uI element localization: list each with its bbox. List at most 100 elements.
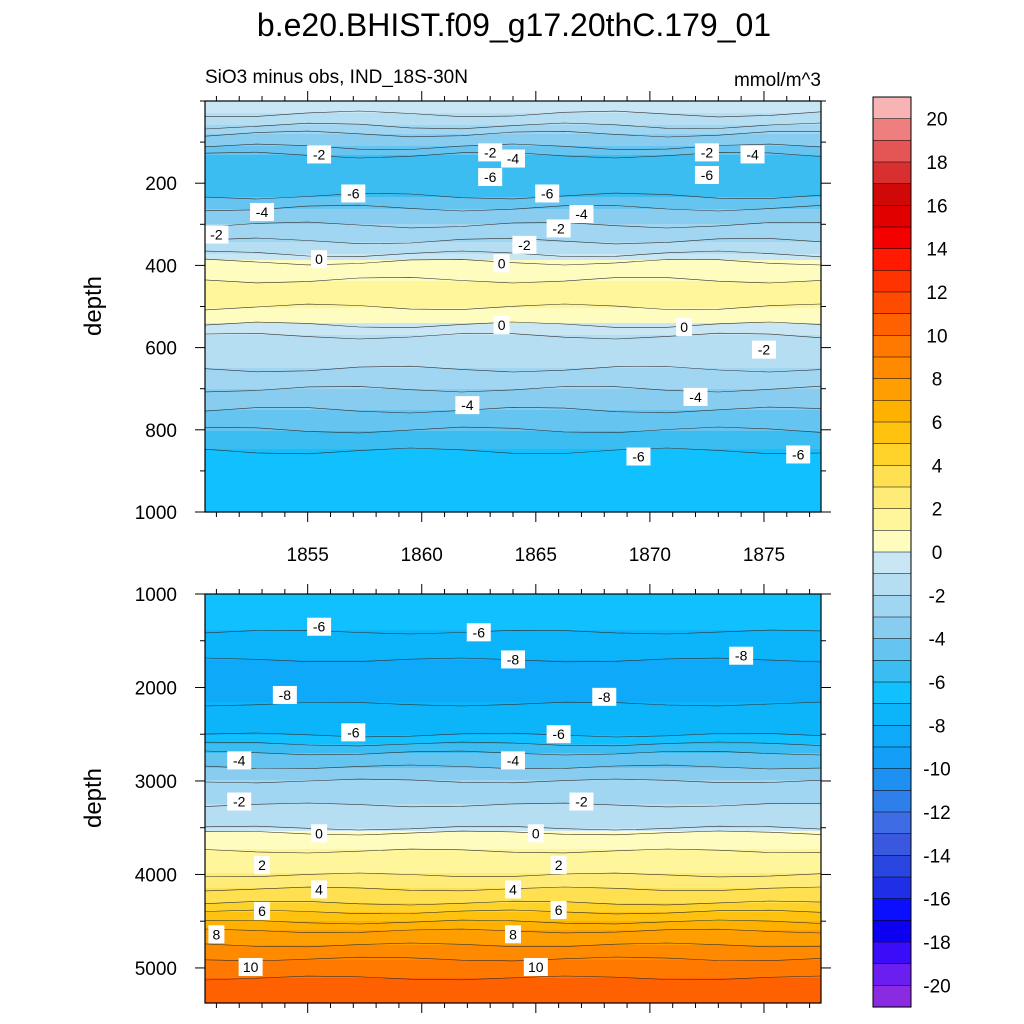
contour-label-bg [493,315,510,334]
contour-label-text: -4 [233,752,246,768]
contour-label-bg [341,723,366,742]
contour-label-bg [227,792,252,811]
colorbar-label: -20 [923,976,950,997]
contour-band [205,329,821,333]
contour-band [205,464,821,468]
y-tick-label: 800 [145,421,177,442]
colorbar-box [872,855,912,878]
contour-band [205,852,821,856]
contour-band [205,206,821,210]
colorbar-box [872,638,912,661]
contour-label-bg [204,225,229,244]
contour-label-text: -2 [313,146,326,162]
contour-band [205,621,821,625]
contour-label: 6 [254,901,271,920]
contour-band [205,173,821,177]
contour-band [205,990,821,994]
contour-label-text: -6 [792,446,805,462]
contour-label-bg [466,623,491,642]
contour-label: 0 [311,250,328,269]
colorbar-box [872,616,912,640]
contour-band [205,335,821,339]
contour-band [205,182,821,186]
contour-label-text: -2 [552,220,565,236]
colorbar-label: -12 [923,803,950,824]
contour-label: 4 [505,880,521,899]
contour-label-bg [527,824,544,843]
contour-label: -6 [694,165,719,184]
contour-band [205,227,821,231]
contour-band [205,771,821,775]
y-tick-label: 1000 [135,585,177,606]
contour-band [205,831,821,835]
contour-band [205,326,821,330]
colorbar-label: 12 [926,283,947,304]
contour-band [205,687,821,691]
contour-line [204,848,822,854]
contour-band [205,296,821,300]
contour-line [204,385,822,393]
colorbar-label: 2 [932,500,943,521]
contour-label: -6 [478,168,503,187]
contour-label-text: 10 [243,959,259,975]
contour-band [205,855,821,859]
contour-band [205,912,821,916]
contour-label-bg [505,880,521,899]
y-axis-title: depth [80,768,107,828]
contour-line [204,825,822,831]
contour-band [205,377,821,381]
contour-label-text: -6 [473,624,486,640]
contour-band [205,732,821,736]
contour-band [205,615,821,619]
contour-band [205,702,821,706]
contour-band [205,729,821,733]
colorbar-box [872,595,912,618]
contour-band [205,987,821,991]
contour-label-bg [740,145,765,164]
y-tick-label: 4000 [135,865,177,886]
contour-label-text: -2 [210,227,223,243]
contour-line [204,406,822,414]
colorbar-box [872,313,912,336]
contour-label: -4 [740,145,765,164]
contour-band [205,359,821,363]
colorbar-box [872,270,912,293]
subtitle-units: mmol/m^3 [734,70,821,91]
x-tick-label: 1870 [629,545,671,566]
contour-band [205,263,821,267]
contour-band [205,699,821,703]
contour-band [205,446,821,450]
y-axis-title: depth [80,276,107,336]
contour-label-text: -2 [575,794,588,810]
contour-label-bg [694,143,719,162]
colorbar-box [872,876,912,900]
contour-band [205,425,821,429]
contour-band [205,711,821,715]
contour-line [204,956,822,962]
contour-band [205,636,821,640]
contour-band [205,798,821,802]
x-tick-label: 1860 [401,545,443,566]
contour-band [205,395,821,399]
colorbar-box [872,811,912,835]
contour-label-bg [535,184,560,203]
contour-band [205,975,821,979]
contour-band [205,675,821,679]
colorbar-box [872,681,912,705]
contour-band [205,434,821,438]
contour-band [205,194,821,198]
contour-band [205,996,821,1000]
contour-line [204,321,822,329]
contour-label-bg [512,235,537,254]
contour-label: 10 [523,958,548,977]
contour-band [205,897,821,901]
contour-label: 0 [493,315,510,334]
contour-band [205,491,821,495]
contour-band [205,254,821,258]
contour-band [205,275,821,279]
contour-band [205,257,821,261]
contour-band [205,684,821,688]
contour-band [205,212,821,216]
contour-band [205,443,821,447]
contour-label: -6 [466,623,491,642]
